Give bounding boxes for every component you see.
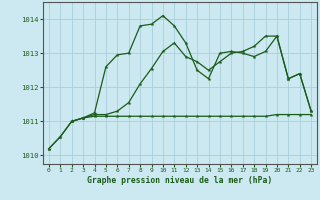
X-axis label: Graphe pression niveau de la mer (hPa): Graphe pression niveau de la mer (hPa) (87, 176, 273, 185)
